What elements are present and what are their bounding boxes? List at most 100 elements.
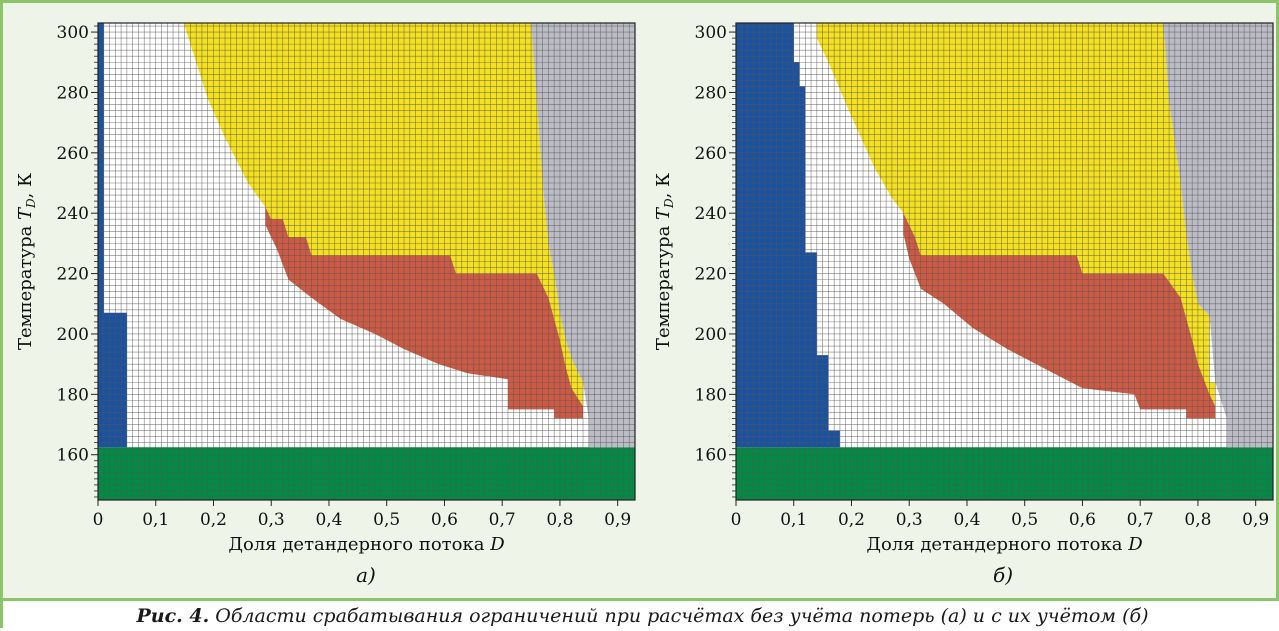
y-axis-title-unit: , К: [653, 173, 674, 198]
y-tick: 300: [57, 23, 98, 43]
x-tick-label: 0,8: [1184, 510, 1211, 530]
y-tick: 180: [57, 385, 98, 405]
y-tick: 160: [695, 446, 736, 466]
x-tick: 0,8: [1184, 500, 1211, 530]
chart-panel-1: 0 0,1 0,2 0,3 0,4 0,5 0,6 0,7 0,8 0,9 160 180 200 220…: [15, 22, 636, 587]
x-tick-label: 0,6: [431, 510, 458, 530]
y-tick-label: 200: [695, 325, 727, 345]
region-5: [1163, 23, 1273, 448]
panel-label: а): [356, 563, 376, 587]
charts-canvas: 0 0,1 0,2 0,3 0,4 0,5 0,6 0,7 0,8 0,9 160 180 200 220…: [15, 22, 1274, 587]
y-tick: 260: [695, 144, 736, 164]
region-2: [98, 23, 127, 448]
region-1: [98, 447, 635, 500]
y-tick: 220: [695, 265, 736, 285]
x-tick: 0,6: [1069, 500, 1096, 530]
x-tick: 0,5: [373, 500, 400, 530]
x-tick: 0,9: [604, 500, 631, 530]
y-tick: 280: [695, 83, 736, 103]
y-axis-title-text: Температура: [653, 220, 674, 350]
y-tick-label: 160: [695, 446, 727, 466]
y-tick-label: 160: [57, 446, 89, 466]
figure-caption: Рис. 4. Области срабатывания ограничений…: [3, 598, 1279, 631]
chart-panel-2: 0 0,1 0,2 0,3 0,4 0,5 0,6 0,7 0,8 0,9 160 180 200 220…: [653, 22, 1274, 587]
x-tick: 0,7: [1127, 500, 1154, 530]
x-tick: 0,6: [431, 500, 458, 530]
y-tick-label: 200: [57, 325, 89, 345]
y-tick: 220: [57, 265, 98, 285]
y-tick-label: 260: [695, 144, 727, 164]
y-tick-label: 220: [57, 265, 89, 285]
x-tick-label: 0,3: [896, 510, 923, 530]
x-tick-label: 0,3: [258, 510, 285, 530]
x-tick-label: 0,9: [604, 510, 631, 530]
y-tick: 240: [695, 204, 736, 224]
y-tick-label: 260: [57, 144, 89, 164]
x-tick-label: 0,5: [373, 510, 400, 530]
y-tick-label: 220: [695, 265, 727, 285]
x-tick-label: 0,5: [1011, 510, 1038, 530]
region-1: [736, 447, 1273, 500]
x-tick-label: 0,1: [142, 510, 169, 530]
caption-prefix: Рис. 4.: [136, 605, 210, 627]
x-tick-label: 0,7: [489, 510, 516, 530]
x-tick: 0,3: [896, 500, 923, 530]
x-axis-title: Доля детандерного потока D: [228, 534, 505, 555]
region-3: [816, 23, 1216, 407]
y-tick: 260: [57, 144, 98, 164]
y-axis-title-text: Температура: [15, 220, 36, 350]
x-tick: 0,4: [315, 500, 342, 530]
y-axis-title: Температура TD, К: [15, 173, 38, 350]
x-tick-label: 0,4: [315, 510, 342, 530]
y-axis-title-sub: D: [662, 198, 676, 209]
x-tick: 0,2: [200, 500, 227, 530]
y-axis-title-var: T: [653, 206, 674, 220]
panel-label: б): [993, 563, 1013, 587]
x-tick: 0,1: [780, 500, 807, 530]
x-tick-label: 0: [93, 510, 104, 530]
y-tick: 180: [695, 385, 736, 405]
y-tick: 200: [57, 325, 98, 345]
caption-text: Области срабатывания ограничений при рас…: [209, 605, 1149, 627]
x-tick-label: 0,1: [780, 510, 807, 530]
x-tick-label: 0,2: [838, 510, 865, 530]
x-tick: 0,8: [546, 500, 573, 530]
y-tick: 200: [695, 325, 736, 345]
x-tick: 0,7: [489, 500, 516, 530]
y-tick-label: 180: [695, 385, 727, 405]
x-tick-label: 0,6: [1069, 510, 1096, 530]
x-tick-label: 0,9: [1242, 510, 1269, 530]
x-tick: 0,5: [1011, 500, 1038, 530]
y-tick-label: 240: [695, 204, 727, 224]
x-tick: 0,1: [142, 500, 169, 530]
y-tick-label: 280: [695, 83, 727, 103]
x-tick-label: 0,2: [200, 510, 227, 530]
x-axis-title-var: D: [489, 534, 505, 555]
x-axis-title-var: D: [1127, 534, 1143, 555]
x-tick: 0,4: [953, 500, 980, 530]
y-tick: 300: [695, 23, 736, 43]
x-tick: 0,2: [838, 500, 865, 530]
x-axis-title: Доля детандерного потока D: [866, 534, 1143, 555]
x-tick: 0: [93, 500, 104, 530]
y-tick: 160: [57, 446, 98, 466]
x-tick-label: 0: [731, 510, 742, 530]
y-axis-title-unit: , К: [15, 173, 36, 198]
grid-lines: [97, 23, 636, 500]
y-tick-label: 180: [57, 385, 89, 405]
y-tick-label: 300: [57, 23, 89, 43]
region-4: [265, 207, 583, 419]
region-3: [184, 23, 583, 407]
y-tick-label: 280: [57, 83, 89, 103]
y-tick: 240: [57, 204, 98, 224]
x-axis-title-text: Доля детандерного потока: [228, 534, 490, 555]
x-tick-label: 0,4: [953, 510, 980, 530]
y-axis-title: Температура TD, К: [653, 173, 676, 350]
x-tick-label: 0,7: [1127, 510, 1154, 530]
y-tick-label: 300: [695, 23, 727, 43]
x-tick: 0,9: [1242, 500, 1269, 530]
y-axis-title-var: T: [15, 206, 36, 220]
y-axis-title-sub: D: [24, 198, 38, 209]
x-tick: 0,3: [258, 500, 285, 530]
x-tick: 0: [731, 500, 742, 530]
